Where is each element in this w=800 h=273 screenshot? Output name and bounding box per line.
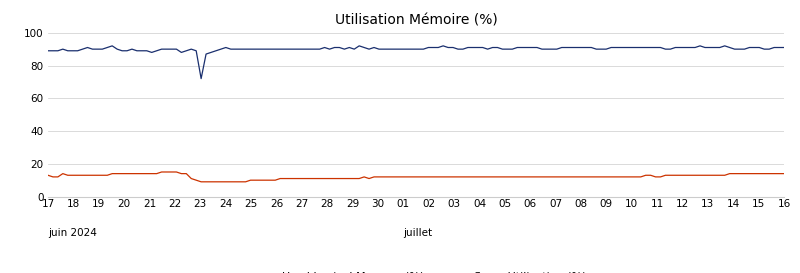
Text: juillet: juillet — [403, 228, 433, 238]
Text: juin 2024: juin 2024 — [48, 228, 97, 238]
Legend: Used Logical Memory (%), Swap Utilization (%): Used Logical Memory (%), Swap Utilizatio… — [241, 267, 591, 273]
Title: Utilisation Mémoire (%): Utilisation Mémoire (%) — [334, 13, 498, 27]
